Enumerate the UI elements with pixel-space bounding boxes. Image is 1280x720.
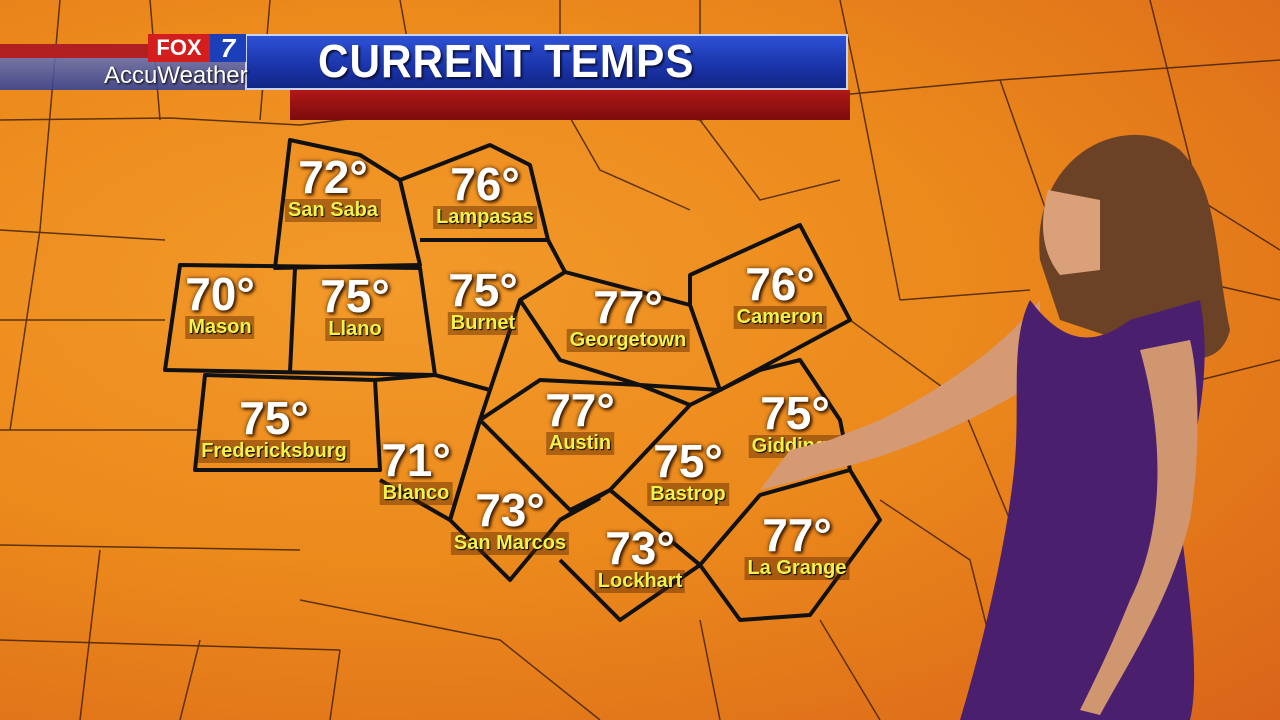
city-bastrop: 75° Bastrop xyxy=(647,435,729,506)
temp: 77° xyxy=(762,509,832,561)
temp: 73° xyxy=(605,522,675,574)
city-llano: 75° Llano xyxy=(320,270,390,341)
temp: 75° xyxy=(239,392,309,444)
city-blanco: 71° Blanco xyxy=(379,434,453,505)
city-mason: 70° Mason xyxy=(185,268,255,339)
temp: 72° xyxy=(298,151,368,203)
city-label: Blanco xyxy=(379,482,453,505)
temp: 70° xyxy=(185,268,255,320)
city-label: Fredericksburg xyxy=(198,440,350,463)
city-label: Georgetown xyxy=(566,329,690,352)
city-austin: 77° Austin xyxy=(545,384,615,455)
temp: 77° xyxy=(545,384,615,436)
city-label: Cameron xyxy=(733,306,827,329)
city-burnet: 75° Burnet xyxy=(447,264,519,335)
temp: 73° xyxy=(475,484,545,536)
page-title: CURRENT TEMPS xyxy=(318,35,695,87)
title-underbar xyxy=(290,90,850,120)
temp: 71° xyxy=(381,434,451,486)
city-label: Lockhart xyxy=(594,570,686,593)
city-lampasas: 76° Lampasas xyxy=(433,158,537,229)
accuweather-logo: AccuWeather xyxy=(104,62,248,89)
city-label: La Grange xyxy=(744,557,850,580)
temp: 75° xyxy=(653,435,723,487)
presenter-face xyxy=(1043,190,1100,275)
city-san-marcos: 73° San Marcos xyxy=(450,484,570,555)
city-label: Lampasas xyxy=(433,206,537,229)
title-bar xyxy=(245,34,848,90)
city-la-grange: 77° La Grange xyxy=(744,509,850,580)
city-san-saba: 72° San Saba xyxy=(284,151,382,222)
temp: 76° xyxy=(450,158,520,210)
city-label: San Marcos xyxy=(450,532,570,555)
temp: 75° xyxy=(760,387,830,439)
city-lockhart: 73° Lockhart xyxy=(594,522,686,593)
presenter-hair xyxy=(1039,134,1230,359)
city-label: Burnet xyxy=(447,312,519,335)
temp: 76° xyxy=(745,258,815,310)
banner-red-strip xyxy=(0,44,150,58)
city-label: Llano xyxy=(325,318,385,341)
temp: 77° xyxy=(593,281,663,333)
temp: 75° xyxy=(320,270,390,322)
city-cameron: 76° Cameron xyxy=(733,258,827,329)
presenter-arm xyxy=(760,300,1040,490)
station-logo: FOX xyxy=(148,34,210,62)
city-label: Bastrop xyxy=(647,483,729,506)
city-fredericksburg: 75° Fredericksburg xyxy=(198,392,350,463)
city-label: Austin xyxy=(545,432,615,455)
presenter-right-arm xyxy=(1080,340,1198,715)
city-label: San Saba xyxy=(284,199,382,222)
temp: 75° xyxy=(448,264,518,316)
city-georgetown: 77° Georgetown xyxy=(566,281,690,352)
city-label: Mason xyxy=(185,316,255,339)
channel-logo: 7 xyxy=(210,34,246,62)
